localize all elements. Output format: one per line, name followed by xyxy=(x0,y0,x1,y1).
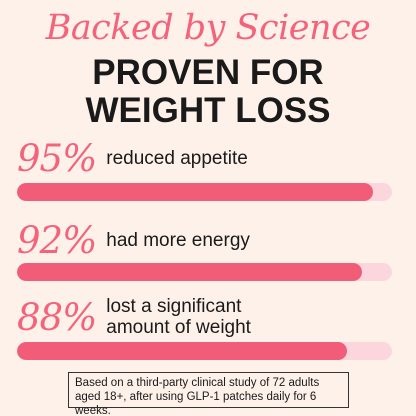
progress-track xyxy=(17,342,392,360)
headline-line-2: WEIGHT LOSS xyxy=(85,91,331,130)
stat-description: reduced appetite xyxy=(106,148,248,169)
stat-description-line: reduced appetite xyxy=(106,148,248,169)
stat-percent: 95% xyxy=(17,137,97,180)
stat-appetite: 95% reduced appetite xyxy=(17,137,397,201)
stat-weight-loss: 88% lost a significant amount of weight xyxy=(17,295,397,360)
stat-description-line: lost a significant xyxy=(106,296,242,317)
stat-description-line: had more energy xyxy=(106,230,250,251)
progress-track xyxy=(17,263,392,281)
headline: PROVEN FOR WEIGHT LOSS xyxy=(0,54,416,130)
stat-percent: 92% xyxy=(17,219,97,262)
footnote-line: Based on a third-party clinical study of… xyxy=(75,377,320,389)
stat-description-line: amount of weight xyxy=(106,317,251,338)
stat-description: lost a significant amount of weight xyxy=(106,296,251,338)
progress-fill xyxy=(17,342,347,360)
progress-fill xyxy=(17,263,362,281)
progress-track xyxy=(17,183,392,201)
study-footnote: Based on a third-party clinical study of… xyxy=(68,372,349,416)
stat-percent: 88% xyxy=(17,295,97,339)
progress-fill xyxy=(17,183,374,201)
stat-energy: 92% had more energy xyxy=(17,219,397,281)
headline-line-1: PROVEN FOR xyxy=(92,53,324,92)
footnote-line: aged 18+, after using GLP-1 patches dail… xyxy=(75,391,317,416)
kicker-title: Backed by Science xyxy=(45,8,371,48)
stat-description: had more energy xyxy=(106,230,250,251)
